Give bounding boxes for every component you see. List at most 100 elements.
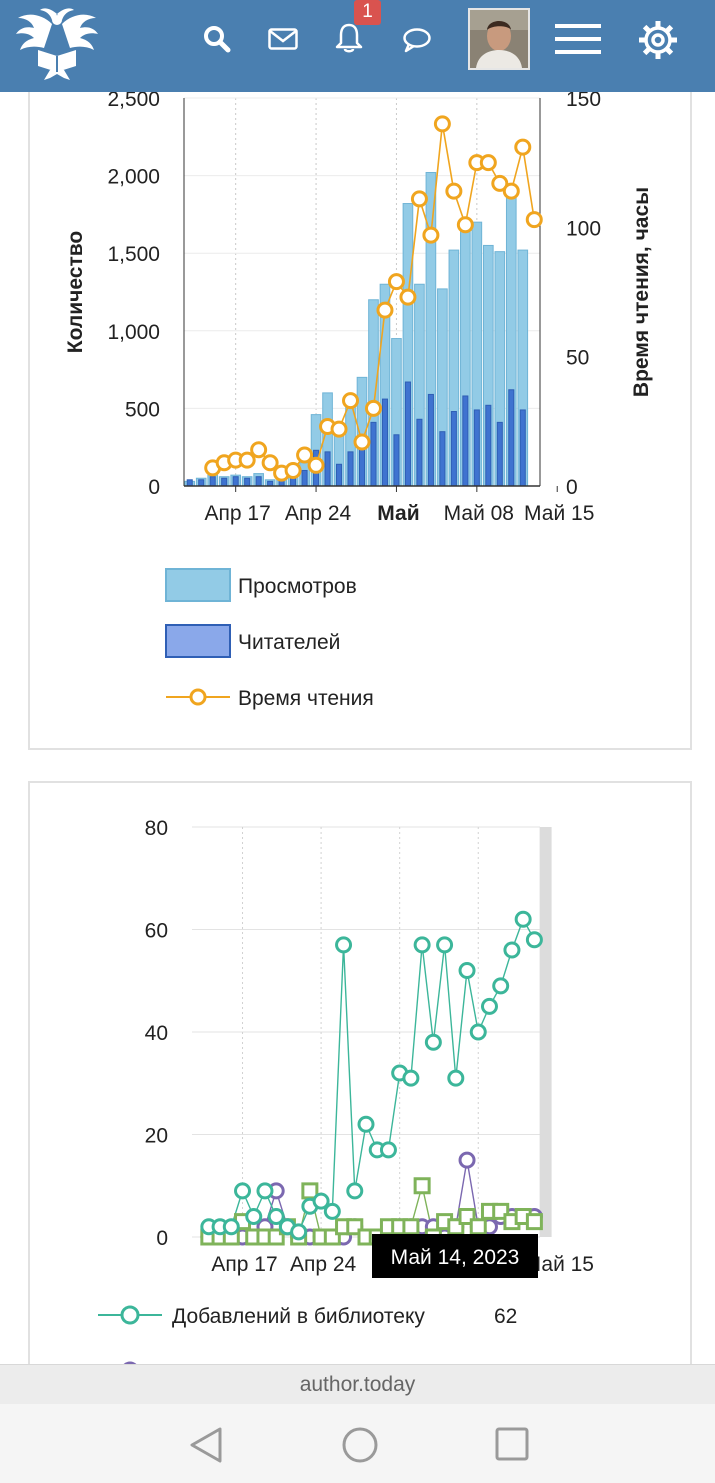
readers-bar [244, 477, 251, 487]
nav-back-icon[interactable] [188, 1426, 224, 1464]
y-tick-label: 1,500 [107, 243, 160, 266]
legend-value-library: 62 [494, 1305, 517, 1328]
readers-bar [496, 421, 503, 487]
user-photo-icon [470, 10, 528, 68]
readers-bar [209, 476, 216, 487]
library-point [346, 1182, 364, 1200]
y-tick-label: 2,000 [107, 166, 160, 189]
readers-bar [404, 381, 411, 487]
readers-bar [186, 479, 193, 487]
library-point [413, 936, 431, 954]
reading-time-point [456, 216, 474, 234]
search-icon[interactable] [203, 25, 231, 53]
reading-time-point [261, 454, 279, 472]
reading-time-point [491, 174, 509, 192]
library-point [469, 1023, 487, 1041]
tooltip-text: Май 14, 2023 [391, 1246, 520, 1269]
readers-bar [301, 469, 308, 487]
x-tick-label: Май 08 [444, 502, 514, 525]
y2-tick-label: 100 [566, 217, 601, 240]
reading-time-point [364, 399, 382, 417]
chart-panel-views: 0 500 1,000 1,500 2,000 2,500 0 50 100 150 Апр 17 А… [28, 80, 692, 750]
readers-bar [232, 476, 239, 487]
library-point [402, 1069, 420, 1087]
readers-bar [519, 409, 526, 487]
legend-swatch-readers [165, 624, 231, 658]
library-line [208, 917, 536, 1233]
browser-url-bar[interactable]: author.today [0, 1364, 715, 1405]
y2-tick-label: 150 [566, 88, 601, 111]
y-tick-label: 1,000 [107, 321, 160, 344]
legend-marker-library [120, 1305, 140, 1325]
reading-time-point [422, 226, 440, 244]
legend-marker-reading-time [189, 688, 207, 706]
readers-bar [393, 434, 400, 487]
readers-bar [255, 476, 262, 487]
legend-label-readers: Читателей [238, 631, 340, 654]
readers-bar [473, 409, 480, 487]
library-point [267, 1208, 285, 1225]
y-tick-label: 0 [148, 476, 160, 499]
y-tick-label: 40 [145, 1022, 168, 1045]
library-point [323, 1202, 341, 1220]
reading-time-point [399, 288, 417, 306]
chat-icon[interactable] [402, 27, 432, 53]
library-point [436, 936, 454, 954]
x-tick-label: Май [377, 502, 419, 525]
logo-eagle-icon[interactable] [14, 4, 100, 80]
reading-time-point [307, 456, 325, 474]
gear-icon[interactable] [638, 20, 678, 60]
series-3-point [402, 1218, 420, 1236]
nav-home-icon[interactable] [340, 1425, 380, 1465]
bell-icon[interactable] [334, 22, 364, 54]
library-point [447, 1069, 465, 1087]
library-point [514, 910, 532, 928]
library-point [424, 1033, 442, 1051]
readers-bar [347, 451, 354, 487]
reading-time-point [410, 190, 428, 208]
reading-time-point [525, 211, 543, 229]
series-3-point [469, 1218, 487, 1236]
library-point [290, 1223, 308, 1241]
y-tick-label: 2,500 [107, 88, 160, 111]
series-3-point [413, 1177, 431, 1195]
mail-icon[interactable] [268, 28, 298, 50]
readers-bar [508, 389, 515, 487]
library-point [357, 1115, 375, 1133]
reading-time-point [250, 441, 268, 459]
readers-bar [198, 479, 205, 487]
reading-time-point [284, 461, 302, 479]
library-point [480, 997, 498, 1015]
x-tick-label: Апр 24 [290, 1253, 357, 1276]
readers-bar [221, 477, 228, 487]
avatar[interactable] [468, 8, 530, 70]
y-axis-title: Количество [64, 231, 87, 353]
readers-bar [324, 451, 331, 487]
library-point [525, 931, 543, 949]
reading-time-point [376, 301, 394, 319]
reading-time-point [353, 433, 371, 451]
readers-bar [336, 463, 343, 487]
x-tick-label: Апр 24 [285, 502, 352, 525]
library-point [492, 977, 510, 995]
hamburger-menu-icon[interactable] [555, 24, 601, 54]
readers-bar [290, 477, 297, 487]
reading-time-point [514, 138, 532, 156]
reading-time-point [445, 182, 463, 200]
reading-time-point [238, 451, 256, 469]
nav-recent-icon[interactable] [494, 1426, 530, 1462]
y2-tick-label: 50 [566, 347, 589, 370]
readers-bar [358, 445, 366, 487]
library-point [379, 1141, 397, 1159]
x-tick-label: Апр 17 [211, 1253, 277, 1276]
reading-time-point [387, 273, 405, 291]
readers-bar [450, 411, 457, 487]
notification-badge[interactable]: 1 [354, 0, 381, 25]
y2-tick-label: 0 [566, 476, 578, 499]
legend-swatch-views [165, 568, 231, 602]
y-tick-label: 20 [145, 1125, 168, 1148]
series-3-point [525, 1213, 543, 1231]
views-readers-chart: 0 500 1,000 1,500 2,000 2,500 0 50 100 150 Апр 17 А… [64, 88, 653, 710]
reading-time-point [433, 115, 451, 133]
